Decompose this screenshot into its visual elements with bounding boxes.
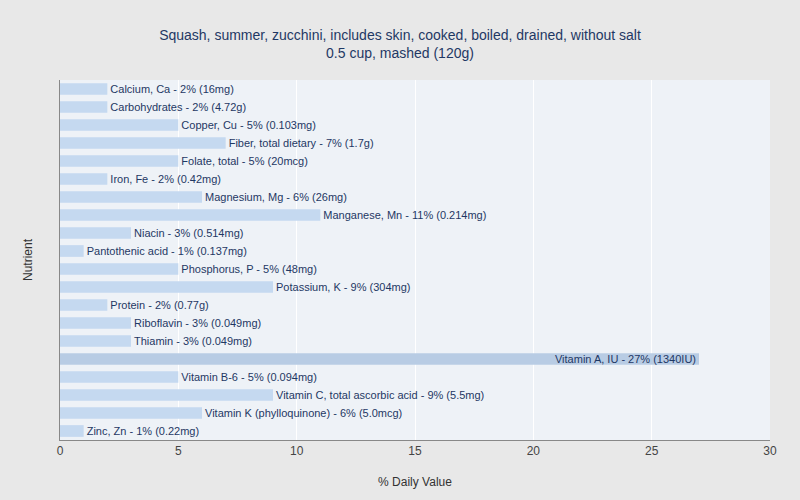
svg-text:Vitamin B-6 - 5% (0.094mg): Vitamin B-6 - 5% (0.094mg) <box>181 371 317 383</box>
svg-text:Thiamin - 3% (0.049mg): Thiamin - 3% (0.049mg) <box>134 335 252 347</box>
svg-text:Calcium, Ca - 2% (16mg): Calcium, Ca - 2% (16mg) <box>110 83 233 95</box>
svg-text:Vitamin C, total ascorbic acid: Vitamin C, total ascorbic acid - 9% (5.5… <box>276 389 484 401</box>
svg-text:25: 25 <box>645 444 659 458</box>
svg-text:Pantothenic acid - 1% (0.137mg: Pantothenic acid - 1% (0.137mg) <box>87 245 247 257</box>
svg-text:0: 0 <box>57 444 64 458</box>
svg-text:% Daily Value: % Daily Value <box>378 475 452 489</box>
svg-text:Manganese, Mn - 11% (0.214mg): Manganese, Mn - 11% (0.214mg) <box>323 209 486 221</box>
svg-text:Carbohydrates - 2% (4.72g): Carbohydrates - 2% (4.72g) <box>110 101 246 113</box>
svg-text:Phosphorus, P - 5% (48mg): Phosphorus, P - 5% (48mg) <box>181 263 317 275</box>
svg-text:10: 10 <box>290 444 304 458</box>
svg-text:Iron, Fe - 2% (0.42mg): Iron, Fe - 2% (0.42mg) <box>110 173 221 185</box>
svg-text:Squash, summer, zucchini, incl: Squash, summer, zucchini, includes skin,… <box>159 27 641 61</box>
svg-text:30: 30 <box>763 444 777 458</box>
svg-text:Fiber, total dietary - 7% (1.7: Fiber, total dietary - 7% (1.7g) <box>229 137 374 149</box>
svg-text:5: 5 <box>175 444 182 458</box>
svg-text:Niacin - 3% (0.514mg): Niacin - 3% (0.514mg) <box>134 227 243 239</box>
svg-text:Potassium, K - 9% (304mg): Potassium, K - 9% (304mg) <box>276 281 411 293</box>
svg-text:20: 20 <box>527 444 541 458</box>
svg-text:Zinc, Zn - 1% (0.22mg): Zinc, Zn - 1% (0.22mg) <box>87 425 199 437</box>
svg-text:Riboflavin - 3% (0.049mg): Riboflavin - 3% (0.049mg) <box>134 317 261 329</box>
svg-text:Nutrient: Nutrient <box>21 238 35 281</box>
svg-text:Folate, total - 5% (20mcg): Folate, total - 5% (20mcg) <box>181 155 308 167</box>
svg-text:Copper, Cu - 5% (0.103mg): Copper, Cu - 5% (0.103mg) <box>181 119 316 131</box>
svg-text:Protein - 2% (0.77g): Protein - 2% (0.77g) <box>110 299 208 311</box>
svg-text:Magnesium, Mg - 6% (26mg): Magnesium, Mg - 6% (26mg) <box>205 191 347 203</box>
svg-text:Vitamin K (phylloquinone) - 6%: Vitamin K (phylloquinone) - 6% (5.0mcg) <box>205 407 402 419</box>
svg-text:15: 15 <box>408 444 422 458</box>
svg-text:Vitamin A, IU - 27% (1340IU): Vitamin A, IU - 27% (1340IU) <box>555 353 696 365</box>
